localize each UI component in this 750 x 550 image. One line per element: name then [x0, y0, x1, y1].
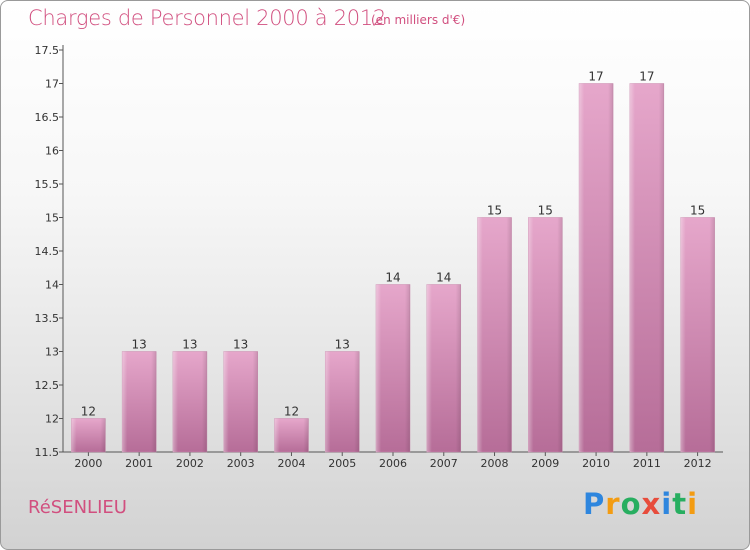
- y-tick-label: 15.5: [35, 178, 60, 191]
- bar-shading: [325, 351, 360, 452]
- x-tick-label: 2009: [531, 457, 559, 470]
- bar-value-label: 13: [132, 338, 147, 352]
- bar-shading: [274, 418, 309, 452]
- x-tick-label: 2010: [582, 457, 610, 470]
- y-tick-label: 12: [45, 413, 59, 426]
- commune-name: RéSENLIEU: [28, 497, 127, 518]
- x-tick-label: 2000: [74, 457, 102, 470]
- logo-letter: r: [605, 487, 621, 521]
- bar-value-label: 14: [436, 271, 451, 285]
- x-tick-label: 2001: [125, 457, 153, 470]
- chart-subtitle: (en milliers d'€): [371, 13, 466, 27]
- y-tick-label: 11.5: [35, 446, 60, 459]
- logo-letter: i: [661, 487, 673, 521]
- y-tick-label: 15: [45, 212, 59, 225]
- x-tick-label: 2008: [481, 457, 509, 470]
- y-tick-label: 17: [45, 78, 59, 91]
- x-tick-label: 2003: [227, 457, 255, 470]
- logo-letter: t: [672, 487, 688, 521]
- bar-value-label: 14: [385, 271, 400, 285]
- logo-letter: P: [583, 487, 606, 521]
- y-tick-label: 14: [45, 279, 59, 292]
- bar-value-label: 13: [233, 338, 248, 352]
- y-tick-label: 13: [45, 346, 59, 359]
- x-tick-label: 2002: [176, 457, 204, 470]
- y-tick-label: 17.5: [35, 44, 60, 57]
- bar-value-label: 15: [690, 204, 705, 218]
- bar-value-label: 17: [588, 70, 603, 84]
- logo-letter: i: [687, 487, 699, 521]
- bar-shading: [528, 217, 563, 452]
- logo-letter: x: [641, 487, 662, 521]
- bar-shading: [477, 217, 512, 452]
- y-tick-label: 12.5: [35, 379, 60, 392]
- x-tick-label: 2006: [379, 457, 407, 470]
- chart-title: Charges de Personnel 2000 à 2012: [28, 6, 386, 30]
- bar-shading: [172, 351, 207, 452]
- logo-letter: o: [620, 487, 642, 521]
- bar-value-label: 13: [182, 338, 197, 352]
- bars: [71, 83, 715, 453]
- bar-shading: [629, 83, 664, 452]
- y-tick-label: 16: [45, 145, 59, 158]
- bar-shading: [579, 83, 614, 452]
- bar-shading: [376, 284, 410, 452]
- bar-value-label: 15: [538, 204, 553, 218]
- y-tick-label: 14.5: [35, 245, 60, 258]
- bar-value-label: 12: [284, 405, 299, 419]
- bar-value-label: 12: [81, 405, 96, 419]
- bar-value-label: 13: [335, 338, 350, 352]
- x-tick-label: 2011: [633, 457, 661, 470]
- bar-shading: [680, 217, 715, 452]
- bar-shading: [122, 351, 157, 452]
- bar-shading: [71, 418, 106, 452]
- x-tick-label: 2012: [684, 457, 712, 470]
- value-labels: 12 13 13 13 12 13 14 14 15 15 17 17 15: [81, 70, 706, 419]
- x-tick-label: 2007: [430, 457, 458, 470]
- bar-shading: [426, 284, 461, 452]
- y-tick-label: 13.5: [35, 312, 60, 325]
- x-tick-label: 2004: [277, 457, 305, 470]
- x-tick-label: 2005: [328, 457, 356, 470]
- proxiti-logo: Proxiti: [583, 487, 698, 521]
- bar-value-label: 15: [487, 204, 502, 218]
- bar-shading: [223, 351, 258, 452]
- bar-value-label: 17: [639, 70, 654, 84]
- y-tick-label: 16.5: [35, 111, 60, 124]
- axes: 11.5 12 12.5 13 13.5 14 14.5 15 15.5 16 16.5 17 17.5…: [35, 44, 723, 470]
